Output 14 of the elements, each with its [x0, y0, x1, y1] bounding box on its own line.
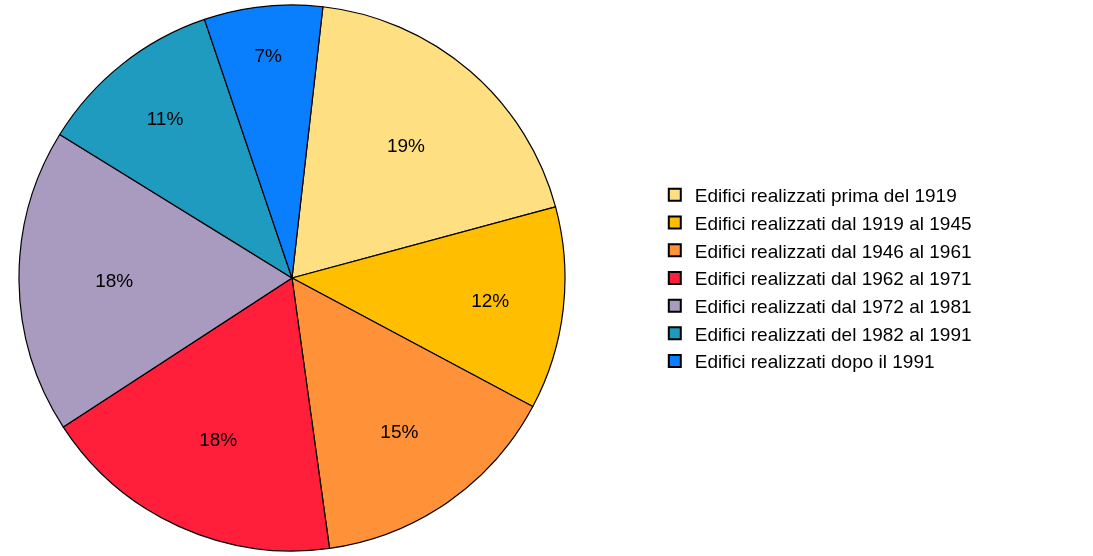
legend-label: Edifici realizzati dopo il 1991 — [694, 351, 935, 373]
data-label: 18% — [199, 429, 238, 451]
data-label: 18% — [95, 269, 134, 291]
legend-label: Edifici realizzati prima del 1919 — [694, 185, 957, 207]
data-label: 19% — [386, 135, 426, 156]
legend-label: Edifici realizzati dal 1962 al 1971 — [694, 268, 972, 290]
legend-label: Edifici realizzati dal 1972 al 1981 — [694, 296, 972, 318]
legend-label: Edifici realizzati del 1982 al 1991 — [694, 323, 972, 345]
data-label: 7% — [254, 44, 282, 66]
data-label: 15% — [380, 421, 419, 443]
legend-label: Edifici realizzati dal 1919 al 1945 — [694, 212, 972, 234]
data-label: 12% — [471, 290, 510, 312]
legend-label: Edifici realizzati dal 1946 al 1961 — [694, 240, 972, 262]
data-label: 11% — [146, 107, 184, 129]
